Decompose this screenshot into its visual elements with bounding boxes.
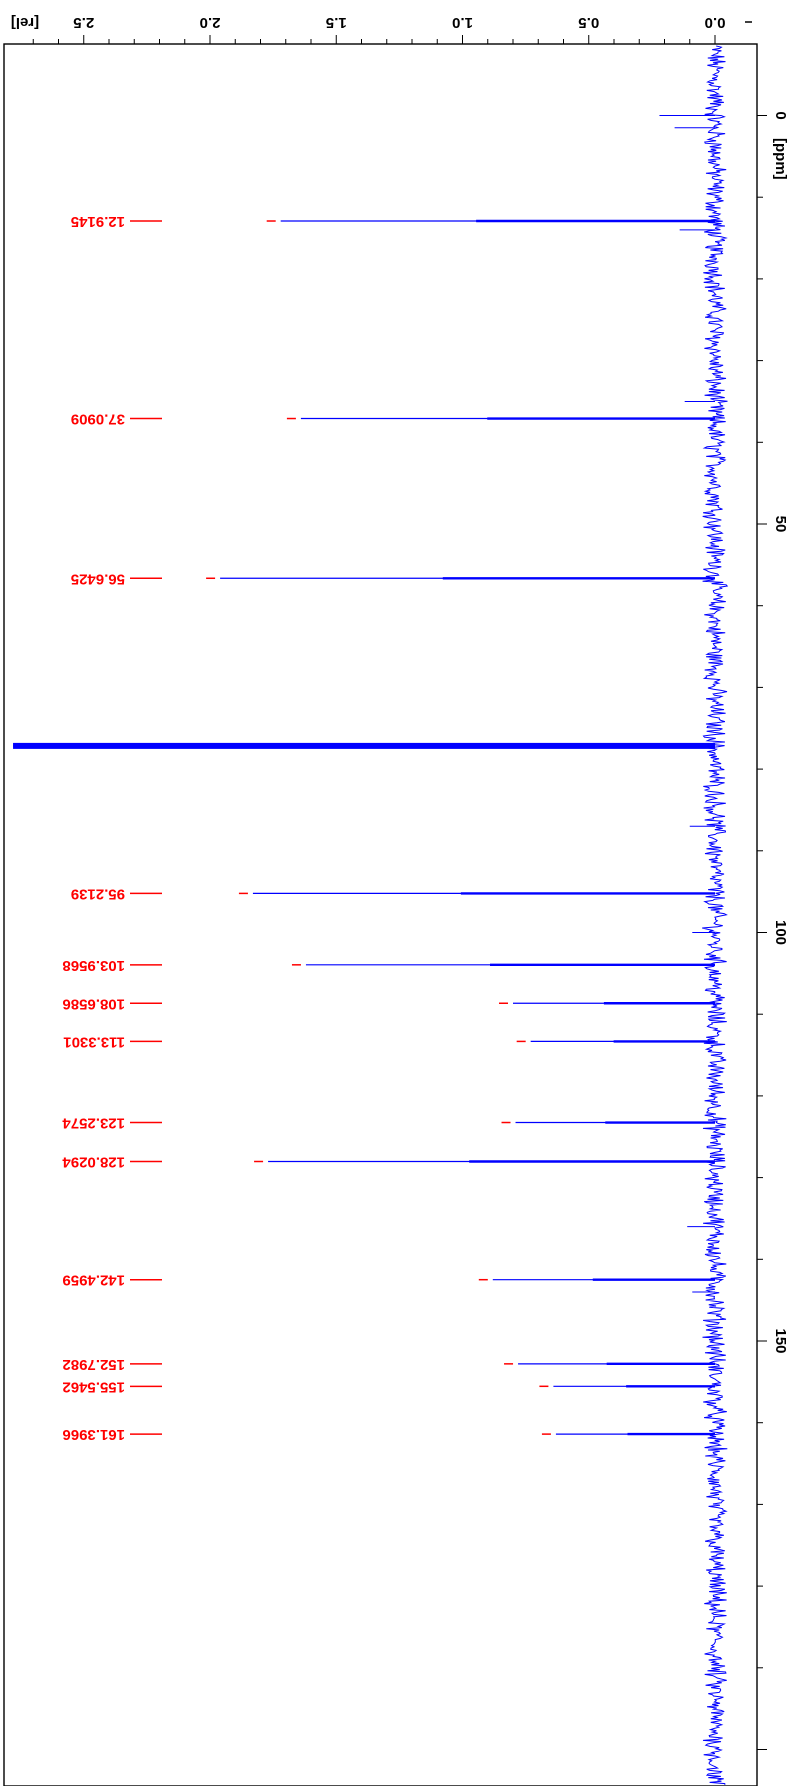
baseline-noise [659,45,729,1785]
y-tick-label: 2.0 [200,14,221,31]
y-tick-label: 1.0 [452,14,473,31]
y-tick-label: 2.5 [73,14,94,31]
x-axis-label: [ppm] [772,138,789,180]
x-tick-label: 0 [772,111,789,119]
ppm-axis: 0 50 100 150 [ppm] [757,111,789,1750]
peak-lines [13,219,716,1436]
peak-label: 113.3301 [63,1033,125,1050]
y-tick-label: 0.0 [705,14,726,31]
intensity-axis: 0.0 0.5 1.0 1.5 2.0 2.5 [rel] [11,14,752,44]
peak-label: 128.0294 [62,1154,125,1171]
peak-labels: 12.9145 37.0909 56.6425 95.2139 103.9568 108.… [62,213,551,1443]
solvent-peak [13,742,716,749]
x-tick-label: 150 [772,1328,789,1353]
peak-label: 108.6586 [62,995,125,1012]
peak-label: 37.0909 [71,411,125,428]
peak-label: 103.9568 [62,957,125,974]
plot-frame [3,43,758,1786]
peak-label: 142.4959 [62,1272,125,1289]
peak-label: 161.3966 [62,1426,125,1443]
y-tick-label: 0.5 [578,14,599,31]
x-tick-label: 100 [772,920,789,945]
peak-label: 12.9145 [71,213,125,230]
y-tick-label: 1.5 [326,14,347,31]
peak-label: 155.5462 [62,1378,125,1395]
peak-label: 123.2574 [62,1115,125,1132]
y-axis-label: [rel] [11,14,39,31]
peak-label: 152.7982 [62,1356,125,1373]
peak-label: 95.2139 [71,885,125,902]
x-tick-label: 50 [772,516,789,533]
spectrum-baseline [702,45,729,1785]
peak-label: 56.6425 [71,570,125,587]
